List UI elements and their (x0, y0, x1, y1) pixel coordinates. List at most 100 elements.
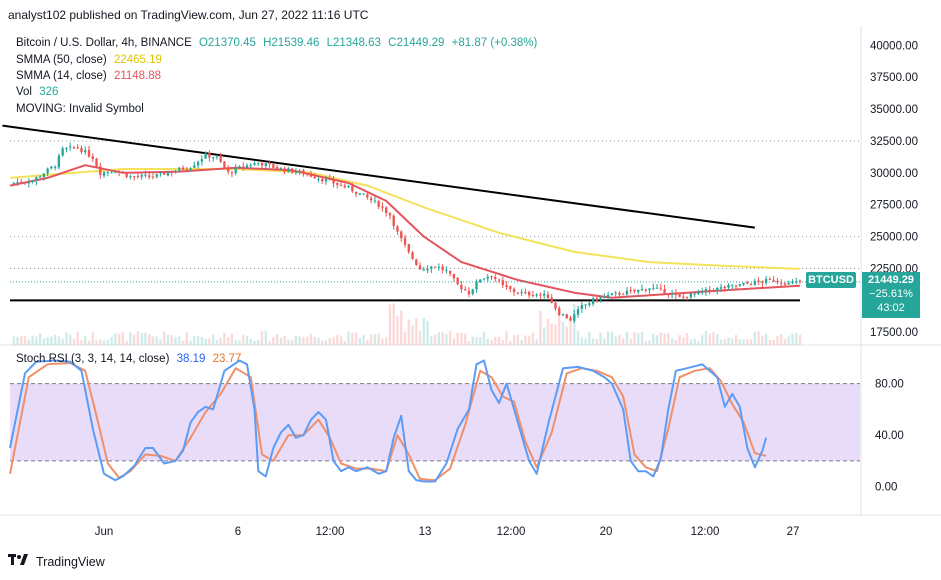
volume-bar (505, 331, 508, 345)
candle-body (554, 302, 557, 309)
legend-moving[interactable]: MOVING: Invalid Symbol (16, 101, 144, 117)
candle-body (422, 269, 425, 271)
smma14-value: 21148.88 (113, 70, 162, 82)
volume-bar (622, 338, 625, 345)
volume-bar (38, 333, 42, 345)
candle-body (279, 168, 283, 170)
smma14-label: SMMA (14, close) (16, 70, 107, 82)
candle-body (595, 298, 599, 301)
volume-bar (50, 336, 53, 345)
volume-bar (795, 333, 798, 345)
volume-bar (174, 336, 177, 345)
candle-body (181, 167, 185, 170)
volume-bar (595, 339, 599, 345)
stoch-k-value: 38.19 (176, 353, 206, 365)
stoch-k-line (9, 359, 768, 483)
candle-body (208, 152, 211, 158)
volume-bar (388, 304, 392, 345)
candle-body (12, 182, 15, 184)
volume-bar (204, 338, 207, 345)
candle-body (396, 226, 399, 232)
candle-body (328, 178, 331, 180)
volume-bar (644, 340, 647, 345)
time-tick-label: 12:00 (497, 526, 526, 538)
candle-body (704, 289, 708, 292)
candle-body (674, 293, 678, 295)
candles (12, 142, 802, 323)
volume-bar (151, 336, 155, 345)
candle-body (418, 265, 422, 270)
volume-bar (497, 336, 501, 345)
price-tick-label: 27500.00 (870, 200, 918, 212)
candle-body (317, 178, 320, 180)
candle-body (400, 231, 403, 239)
volume-bar (599, 332, 602, 345)
volume-bar (527, 335, 531, 345)
candle-body (53, 167, 57, 169)
candle-body (561, 314, 565, 316)
candle-body (16, 182, 19, 184)
volume-bar (753, 331, 757, 345)
chart-canvas[interactable]: 17500.0020000.0022500.0025000.0027500.00… (0, 26, 941, 556)
candle-body (159, 172, 162, 174)
candle-body (761, 281, 764, 283)
legend-stoch[interactable]: Stoch RSI (3, 3, 14, 14, close) 38.19 23… (16, 351, 241, 367)
volume-bar (535, 339, 538, 345)
price-tick-label: 40000.00 (870, 40, 918, 52)
legend-smma50[interactable]: SMMA (50, close) 22465.19 (16, 52, 162, 68)
candle-body (629, 290, 632, 292)
candle-body (452, 273, 456, 279)
volume-bar (776, 335, 779, 345)
candle-body (512, 288, 516, 293)
candle-body (753, 280, 757, 285)
volume-bar (170, 335, 173, 345)
candle-body (772, 279, 775, 282)
trendline (2, 124, 755, 229)
price-tag-timer: 43:02 (877, 302, 905, 314)
vol-value: 326 (39, 86, 59, 98)
volume-bar (580, 337, 583, 345)
candle-body (550, 297, 553, 303)
volume-bar (362, 335, 365, 345)
volume-bar (783, 339, 787, 345)
volume-bar (422, 317, 425, 345)
stoch-tick-label: 0.00 (875, 482, 897, 494)
volume-bar (181, 340, 185, 345)
candle-body (46, 168, 49, 174)
legend-smma14[interactable]: SMMA (14, close) 21148.88 (16, 68, 161, 84)
candle-body (272, 164, 275, 168)
volume-bar (716, 334, 719, 345)
volume-bar (400, 310, 403, 345)
volume-bar (102, 340, 106, 345)
candle-body (490, 276, 493, 278)
legend-volume[interactable]: Vol 326 (16, 84, 58, 100)
candle-body (693, 293, 696, 295)
price-tag-symbol[interactable]: BTCUSD (806, 272, 856, 288)
tradingview-logo-icon (8, 554, 30, 569)
volume-bar (42, 338, 46, 345)
volume-bar (430, 335, 433, 345)
candle-body (719, 287, 723, 289)
volume-bar (723, 339, 726, 345)
volume-bar (163, 331, 166, 345)
volume-bar (298, 336, 301, 345)
candle-body (697, 291, 700, 295)
candle-body (716, 287, 719, 291)
candle-body (106, 172, 109, 174)
volume-bar (200, 337, 204, 345)
legend-ohlc: Bitcoin / U.S. Dollar, 4h, BINANCE O2137… (16, 35, 537, 51)
volume-bar (456, 333, 459, 345)
volume-bar (155, 336, 158, 345)
volume-bar (227, 337, 230, 345)
candle-body (336, 183, 339, 185)
candle-body (392, 215, 395, 227)
candle-body (257, 162, 260, 164)
candle-body (302, 170, 305, 174)
candle-body (486, 276, 489, 279)
volume-bar (80, 340, 83, 345)
volume-bar (482, 331, 486, 345)
volume-bar (189, 340, 192, 345)
price-tag-change: −25.61% (869, 288, 913, 300)
volume-bar (264, 331, 267, 345)
candle-body (433, 266, 437, 268)
